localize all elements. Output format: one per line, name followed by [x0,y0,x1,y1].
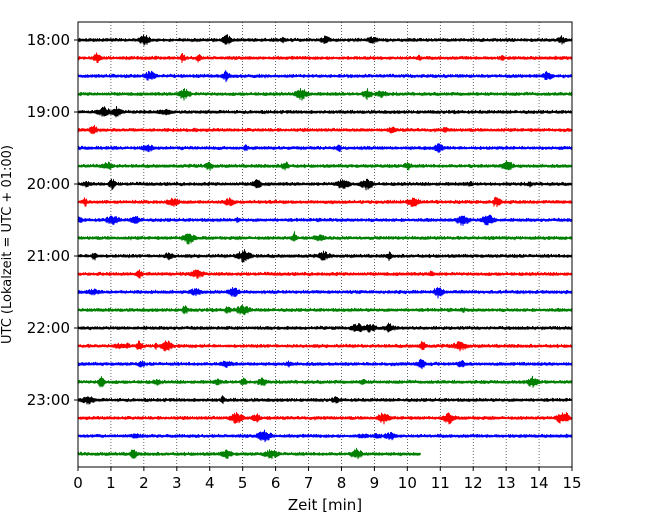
y-tick-label: 22:00 [27,319,70,337]
y-tick-label: 18:00 [27,31,70,49]
trace-2330 [77,429,573,443]
x-tick-label: 7 [304,474,314,492]
trace-1830 [77,70,573,83]
y-axis: 18:00 19:00 20:00 21:00 22:00 23:00 [27,31,78,409]
trace-1815 [77,52,573,64]
trace-2000 [77,178,573,191]
trace-2230 [77,358,573,370]
y-axis-label: UTC (Lokalzeit = UTC + 01:00) [0,145,15,344]
y-tick-label: 23:00 [27,391,70,409]
x-axis-label: Zeit [min] [288,496,362,514]
trace-1930 [77,143,573,153]
x-tick-label: 0 [73,474,83,492]
x-tick-label: 13 [497,474,516,492]
trace-2115 [77,269,573,279]
trace-2200 [77,322,573,333]
x-tick-label: 15 [562,474,581,492]
x-tick-label: 10 [398,474,417,492]
trace-2030 [77,214,573,226]
trace-2315 [77,411,573,425]
y-tick-label: 19:00 [27,103,70,121]
trace-1845 [77,87,573,101]
trace-2345 [77,447,421,460]
trace-2015 [77,196,573,208]
trace-2145 [77,305,573,316]
x-tick-label: 2 [139,474,149,492]
x-tick-label: 14 [530,474,549,492]
x-tick-label: 11 [431,474,450,492]
trace-2300 [77,395,573,405]
trace-2100 [77,249,573,263]
trace-2130 [77,286,573,299]
x-tick-label: 6 [271,474,281,492]
x-tick-label: 8 [337,474,347,492]
x-tick-label: 9 [370,474,380,492]
grid [110,22,540,467]
y-tick-label: 21:00 [27,247,70,265]
traces [77,34,573,460]
trace-1945 [77,160,573,171]
trace-2215 [77,340,573,352]
trace-2245 [77,375,573,388]
x-tick-label: 1 [106,474,116,492]
trace-2045 [77,231,573,245]
x-tick-label: 5 [238,474,248,492]
x-tick-label: 12 [464,474,483,492]
trace-1800 [77,34,573,46]
trace-1915 [77,124,573,135]
plot-frame [77,21,573,468]
x-tick-label: 3 [172,474,182,492]
trace-1900 [77,106,573,118]
x-tick-label: 4 [205,474,215,492]
y-tick-label: 20:00 [27,175,70,193]
x-axis: 0 1 2 3 4 5 6 7 8 9 10 11 12 13 14 15 [73,467,582,492]
